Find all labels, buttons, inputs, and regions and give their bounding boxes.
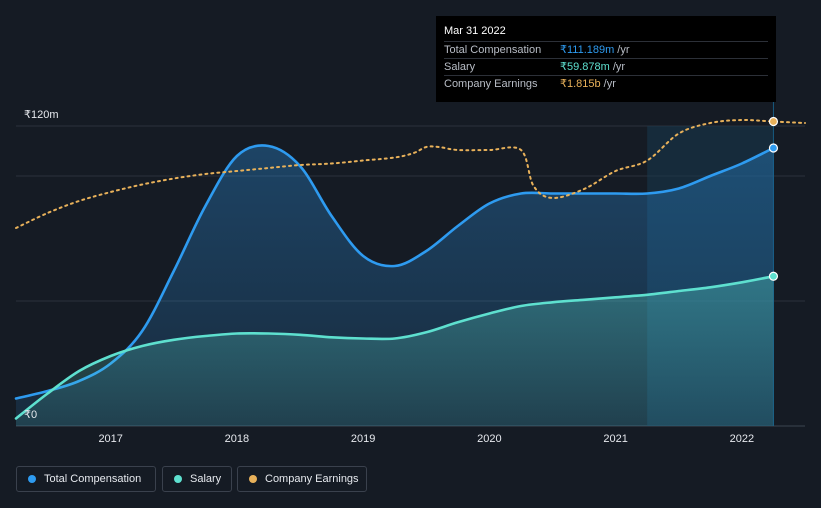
tooltip-row-unit: /yr — [612, 61, 626, 73]
legend-label: Salary — [190, 473, 222, 485]
tooltip-date: Mar 31 2022 — [444, 25, 506, 37]
tooltip-row-company-earnings: Company Earnings ₹1.815b/yr — [444, 75, 768, 93]
tooltip-row-value-wrap: ₹59.878m/yr — [560, 59, 625, 76]
x-tick-label: 2020 — [477, 433, 501, 445]
x-tick-label: 2022 — [730, 433, 754, 445]
tooltip-row-value-wrap: ₹1.815b/yr — [560, 76, 616, 93]
tooltip-row-salary: Salary ₹59.878m/yr — [444, 58, 768, 76]
x-axis: 2017 2018 2019 2020 2021 2022 — [98, 433, 754, 445]
x-tick-label: 2017 — [98, 433, 122, 445]
line-total-compensation — [14, 144, 775, 400]
tooltip-row-total-compensation: Total Compensation ₹111.189m/yr — [444, 41, 768, 59]
area-salary — [16, 276, 774, 426]
marker-company-earnings — [768, 116, 779, 127]
x-tick-label: 2018 — [225, 433, 249, 445]
legend-item-company-earnings[interactable]: Company Earnings — [237, 466, 367, 492]
marker-salary — [768, 271, 779, 281]
tooltip-row-name: Company Earnings — [444, 78, 538, 90]
x-tick-label: 2019 — [351, 433, 375, 445]
legend-dot-icon — [174, 475, 182, 483]
legend-item-salary[interactable]: Salary — [162, 466, 232, 492]
tooltip-row-value: ₹59.878m — [560, 61, 610, 73]
legend-dot-icon — [249, 475, 257, 483]
legend-label: Company Earnings — [265, 473, 359, 485]
line-company-earnings — [15, 118, 806, 229]
chart-tooltip: Mar 31 2022 Total Compensation ₹111.189m… — [436, 16, 776, 102]
tooltip-row-unit: /yr — [617, 44, 630, 56]
tooltip-row-value: ₹1.815b — [560, 78, 601, 90]
tooltip-row-name: Total Compensation — [444, 44, 542, 56]
legend-label: Total Compensation — [44, 473, 142, 485]
marker-total-compensation — [768, 143, 779, 153]
series-layer — [14, 118, 806, 426]
y-axis-max-label: ₹120m — [24, 109, 59, 121]
line-salary — [14, 275, 775, 420]
y-axis-min-label: ₹0 — [24, 409, 38, 421]
marker-layer — [768, 116, 779, 281]
x-tick-label: 2021 — [603, 433, 627, 445]
tooltip-row-value: ₹111.189m — [560, 44, 615, 56]
tooltip-row-unit: /yr — [603, 78, 616, 90]
tooltip-row-value-wrap: ₹111.189m/yr — [560, 42, 630, 59]
legend-item-total-compensation[interactable]: Total Compensation — [16, 466, 156, 492]
tooltip-row-name: Salary — [444, 61, 476, 73]
legend-dot-icon — [28, 475, 36, 483]
